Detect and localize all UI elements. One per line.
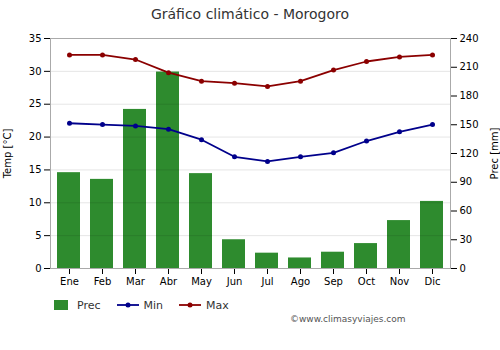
svg-text:Ago: Ago <box>291 276 310 287</box>
html-text:Prec: Prec <box>77 298 101 312</box>
svg-text:35: 35 <box>29 33 42 44</box>
svg-text:Temp [°C]: Temp [°C] <box>2 129 13 180</box>
svg-text:0: 0 <box>35 263 41 274</box>
svg-text:Ene: Ene <box>60 276 79 287</box>
svg-text:Feb: Feb <box>94 276 112 287</box>
svg-text:30: 30 <box>460 234 473 245</box>
svg-text:240: 240 <box>460 33 479 44</box>
svg-text:20: 20 <box>29 131 42 142</box>
html-text:Min: Min <box>143 298 164 312</box>
svg-text:120: 120 <box>460 148 479 159</box>
svg-text:30: 30 <box>29 66 42 77</box>
svg-text:5: 5 <box>35 230 41 241</box>
svg-text:Mar: Mar <box>126 276 146 287</box>
html-text:Gráfico climático - Morogoro: Gráfico climático - Morogoro <box>150 6 350 22</box>
svg-text:15: 15 <box>29 164 42 175</box>
html-text:©www.climasyviajes.com: ©www.climasyviajes.com <box>290 314 406 324</box>
svg-text:Oct: Oct <box>358 276 375 287</box>
svg-text:60: 60 <box>460 205 473 216</box>
svg-text:Sep: Sep <box>324 276 343 287</box>
html-text:Max: Max <box>206 298 229 312</box>
svg-text:Dic: Dic <box>425 276 441 287</box>
svg-text:150: 150 <box>460 119 479 130</box>
svg-text:0: 0 <box>460 263 466 274</box>
svg-text:25: 25 <box>29 98 42 109</box>
svg-text:Jun: Jun <box>226 276 243 287</box>
svg-text:May: May <box>191 276 212 287</box>
svg-text:Prec [mm]: Prec [mm] <box>489 127 500 179</box>
svg-text:90: 90 <box>460 176 473 187</box>
svg-text:Abr: Abr <box>160 276 178 287</box>
svg-text:210: 210 <box>460 61 479 72</box>
svg-text:Jul: Jul <box>260 276 273 287</box>
svg-text:180: 180 <box>460 90 479 101</box>
svg-text:Nov: Nov <box>390 276 410 287</box>
svg-text:10: 10 <box>29 197 42 208</box>
